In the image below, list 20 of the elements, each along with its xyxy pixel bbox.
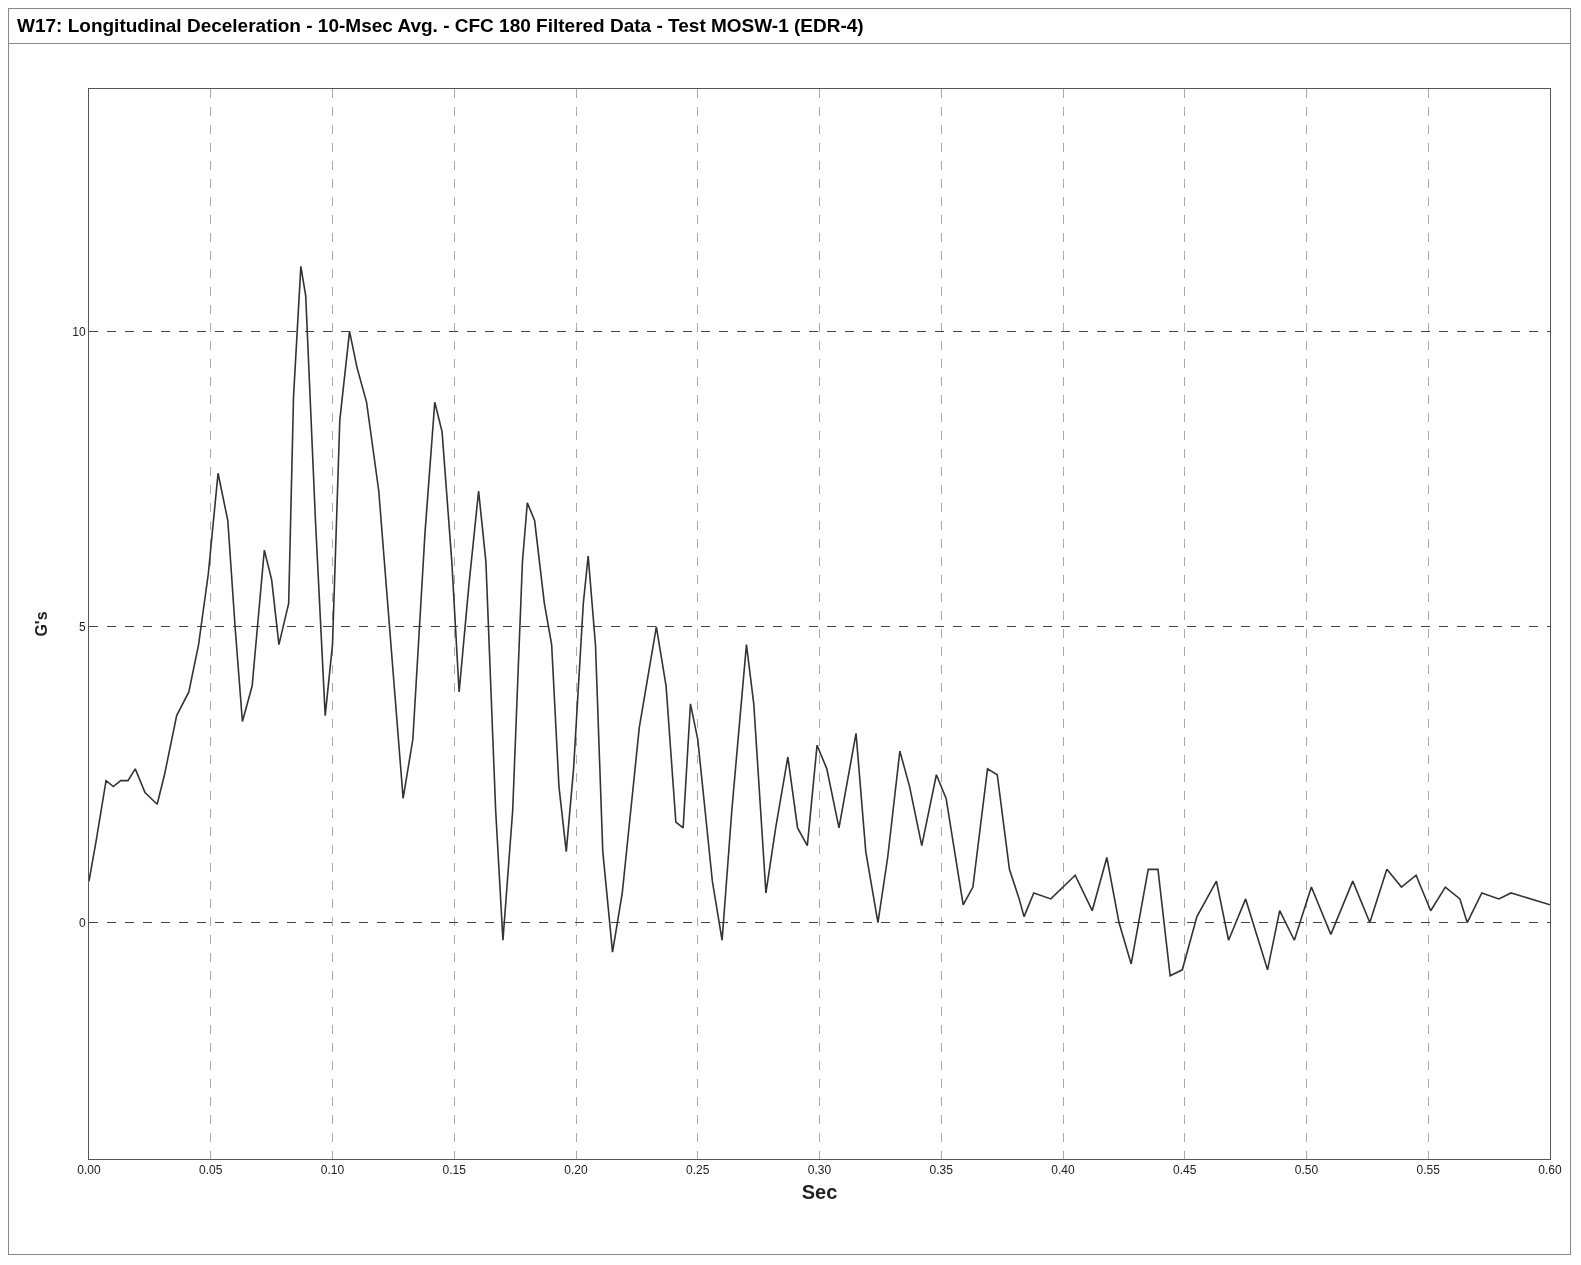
x-tick-label: 0.60 [1538, 1163, 1562, 1178]
y-tick-label: 0 [78, 915, 86, 930]
x-tick-label: 0.25 [686, 1163, 710, 1178]
x-tick-label: 0.55 [1416, 1163, 1441, 1178]
x-tick-label: 0.10 [320, 1163, 345, 1178]
x-tick-label: 0.00 [77, 1163, 101, 1178]
x-tick-label: 0.40 [1051, 1163, 1075, 1178]
y-tick-label: 5 [78, 620, 86, 635]
chart-title: W17: Longitudinal Deceleration - 10-Msec Avg. - CFC 180 Filtered Data - Test MOSW-1 (EDR-4) [9, 9, 1570, 44]
line-series [89, 265, 1550, 977]
x-tick-label: 0.15 [442, 1163, 467, 1178]
y-axis-title: G's [33, 611, 50, 637]
x-tick-label: 0.45 [1173, 1163, 1197, 1178]
x-tick-label: 0.20 [564, 1163, 588, 1178]
x-tick-label: 0.50 [1294, 1163, 1319, 1178]
x-tick-label: 0.35 [929, 1163, 954, 1178]
x-tick-label: 0.05 [199, 1163, 223, 1178]
x-axis-title: Sec [801, 1180, 838, 1203]
y-tick-label: 10 [72, 324, 86, 339]
x-tick-label: 0.30 [807, 1163, 832, 1178]
